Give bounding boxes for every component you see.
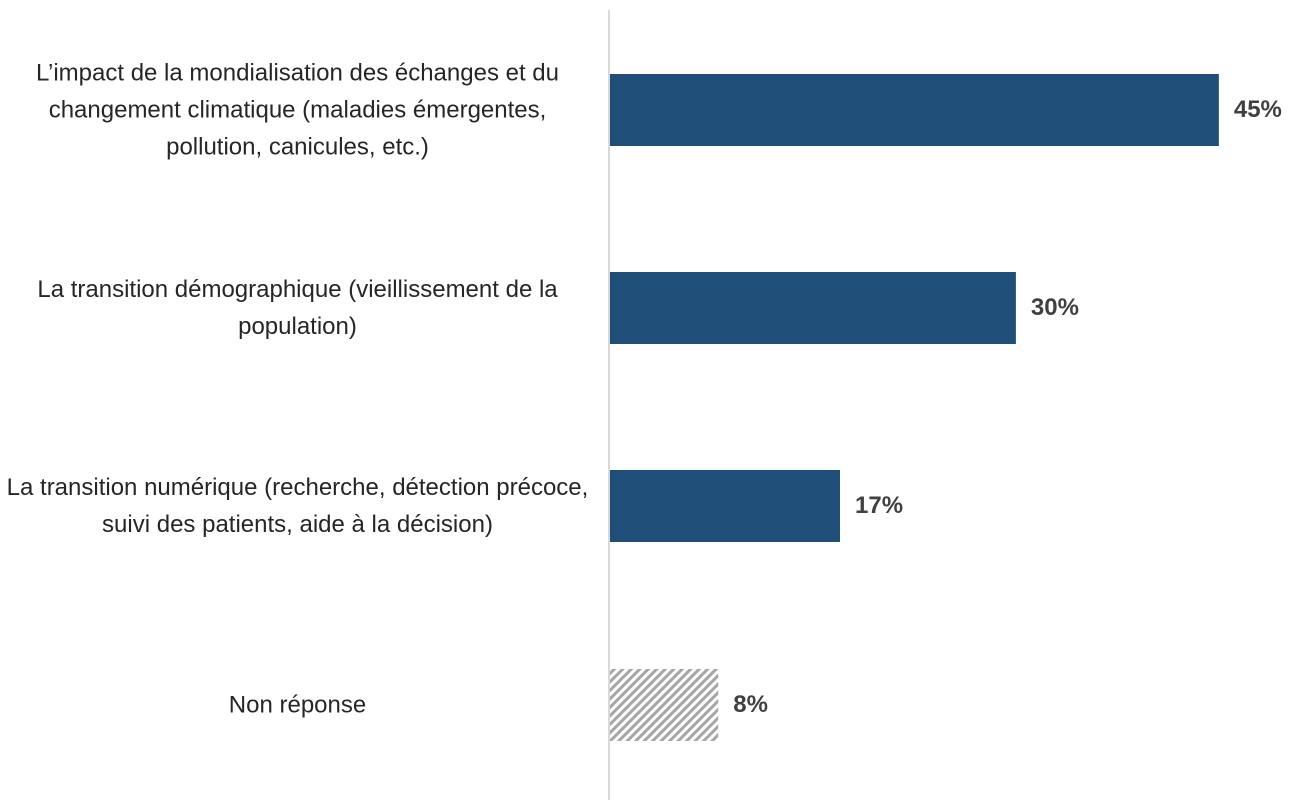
category-label: Non réponse	[228, 691, 367, 719]
bar	[610, 669, 719, 741]
value-label: 17%	[855, 492, 904, 519]
category-label: L’impact de la mondialisation des échang…	[35, 59, 559, 161]
value-label: 30%	[1030, 294, 1079, 321]
bar	[610, 272, 1016, 344]
value-label: 8%	[733, 691, 768, 718]
category-label: La transition démographique (vieillissem…	[37, 276, 558, 340]
category-label: La transition numérique (recherche, déte…	[6, 474, 589, 538]
bar	[610, 74, 1219, 146]
bar	[610, 470, 841, 542]
value-label: 45%	[1233, 96, 1282, 123]
